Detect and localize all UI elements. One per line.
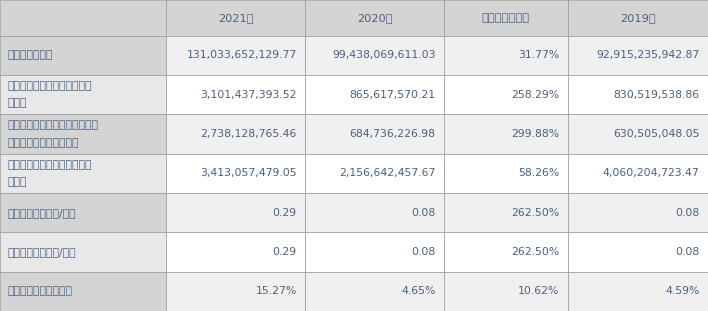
Bar: [0, 36, 166, 75]
Bar: [166, 154, 305, 193]
Text: 58.26%: 58.26%: [518, 168, 559, 179]
Bar: [305, 75, 444, 114]
Bar: [444, 114, 568, 154]
Bar: [166, 0, 305, 36]
Bar: [166, 232, 305, 272]
Bar: [305, 193, 444, 232]
Text: 0.08: 0.08: [675, 247, 700, 257]
Text: 2019年: 2019年: [620, 13, 656, 23]
Text: 258.29%: 258.29%: [511, 90, 559, 100]
Text: （元）: （元）: [7, 177, 27, 187]
Text: 0.29: 0.29: [273, 208, 297, 218]
Bar: [166, 114, 305, 154]
Text: 684,736,226.98: 684,736,226.98: [350, 129, 435, 139]
Bar: [568, 114, 708, 154]
Text: 营业收入（元）: 营业收入（元）: [7, 50, 52, 60]
Bar: [0, 0, 166, 36]
Text: 630,505,048.05: 630,505,048.05: [613, 129, 700, 139]
Bar: [444, 193, 568, 232]
Bar: [0, 193, 166, 232]
Bar: [568, 75, 708, 114]
Bar: [444, 0, 568, 36]
Bar: [444, 272, 568, 311]
Text: 2,156,642,457.67: 2,156,642,457.67: [339, 168, 435, 179]
Text: 归属于上市公司股东的净利润: 归属于上市公司股东的净利润: [7, 81, 91, 91]
Bar: [568, 272, 708, 311]
Bar: [166, 272, 305, 311]
Bar: [444, 75, 568, 114]
Text: 92,915,235,942.87: 92,915,235,942.87: [596, 50, 700, 60]
Text: 2020年: 2020年: [357, 13, 392, 23]
Text: 0.08: 0.08: [411, 247, 435, 257]
Text: 262.50%: 262.50%: [511, 208, 559, 218]
Text: 0.08: 0.08: [675, 208, 700, 218]
Bar: [305, 0, 444, 36]
Bar: [444, 36, 568, 75]
Bar: [568, 193, 708, 232]
Bar: [166, 193, 305, 232]
Bar: [305, 36, 444, 75]
Bar: [305, 272, 444, 311]
Bar: [0, 75, 166, 114]
Text: 经营活动产生的现金流量净额: 经营活动产生的现金流量净额: [7, 160, 91, 170]
Text: 归属于上市公司股东的扣除非经: 归属于上市公司股东的扣除非经: [7, 120, 98, 130]
Bar: [568, 0, 708, 36]
Bar: [444, 232, 568, 272]
Bar: [166, 36, 305, 75]
Text: 2,738,128,765.46: 2,738,128,765.46: [200, 129, 297, 139]
Text: 4,060,204,723.47: 4,060,204,723.47: [603, 168, 700, 179]
Text: 3,413,057,479.05: 3,413,057,479.05: [200, 168, 297, 179]
Text: （元）: （元）: [7, 98, 27, 109]
Text: 131,033,652,129.77: 131,033,652,129.77: [186, 50, 297, 60]
Bar: [0, 154, 166, 193]
Bar: [0, 272, 166, 311]
Bar: [568, 154, 708, 193]
Text: 10.62%: 10.62%: [518, 286, 559, 296]
Bar: [568, 36, 708, 75]
Text: 4.65%: 4.65%: [401, 286, 435, 296]
Text: 865,617,570.21: 865,617,570.21: [349, 90, 435, 100]
Bar: [444, 154, 568, 193]
Text: 830,519,538.86: 830,519,538.86: [613, 90, 700, 100]
Text: 2021年: 2021年: [218, 13, 253, 23]
Text: 基本每股收益（元/股）: 基本每股收益（元/股）: [7, 208, 76, 218]
Text: 3,101,437,393.52: 3,101,437,393.52: [200, 90, 297, 100]
Bar: [0, 232, 166, 272]
Text: 299.88%: 299.88%: [511, 129, 559, 139]
Text: 15.27%: 15.27%: [256, 286, 297, 296]
Bar: [305, 154, 444, 193]
Bar: [305, 232, 444, 272]
Text: 0.08: 0.08: [411, 208, 435, 218]
Bar: [0, 114, 166, 154]
Text: 99,438,069,611.03: 99,438,069,611.03: [332, 50, 435, 60]
Text: 4.59%: 4.59%: [665, 286, 700, 296]
Text: 262.50%: 262.50%: [511, 247, 559, 257]
Text: 常性损益的净利润（元）: 常性损益的净利润（元）: [7, 138, 79, 148]
Bar: [166, 75, 305, 114]
Text: 31.77%: 31.77%: [518, 50, 559, 60]
Text: 加权平均净资产收益率: 加权平均净资产收益率: [7, 286, 72, 296]
Text: 本年比上年增减: 本年比上年增减: [482, 13, 530, 23]
Bar: [305, 114, 444, 154]
Text: 稼释每股收益（元/股）: 稼释每股收益（元/股）: [7, 247, 76, 257]
Bar: [568, 232, 708, 272]
Text: 0.29: 0.29: [273, 247, 297, 257]
